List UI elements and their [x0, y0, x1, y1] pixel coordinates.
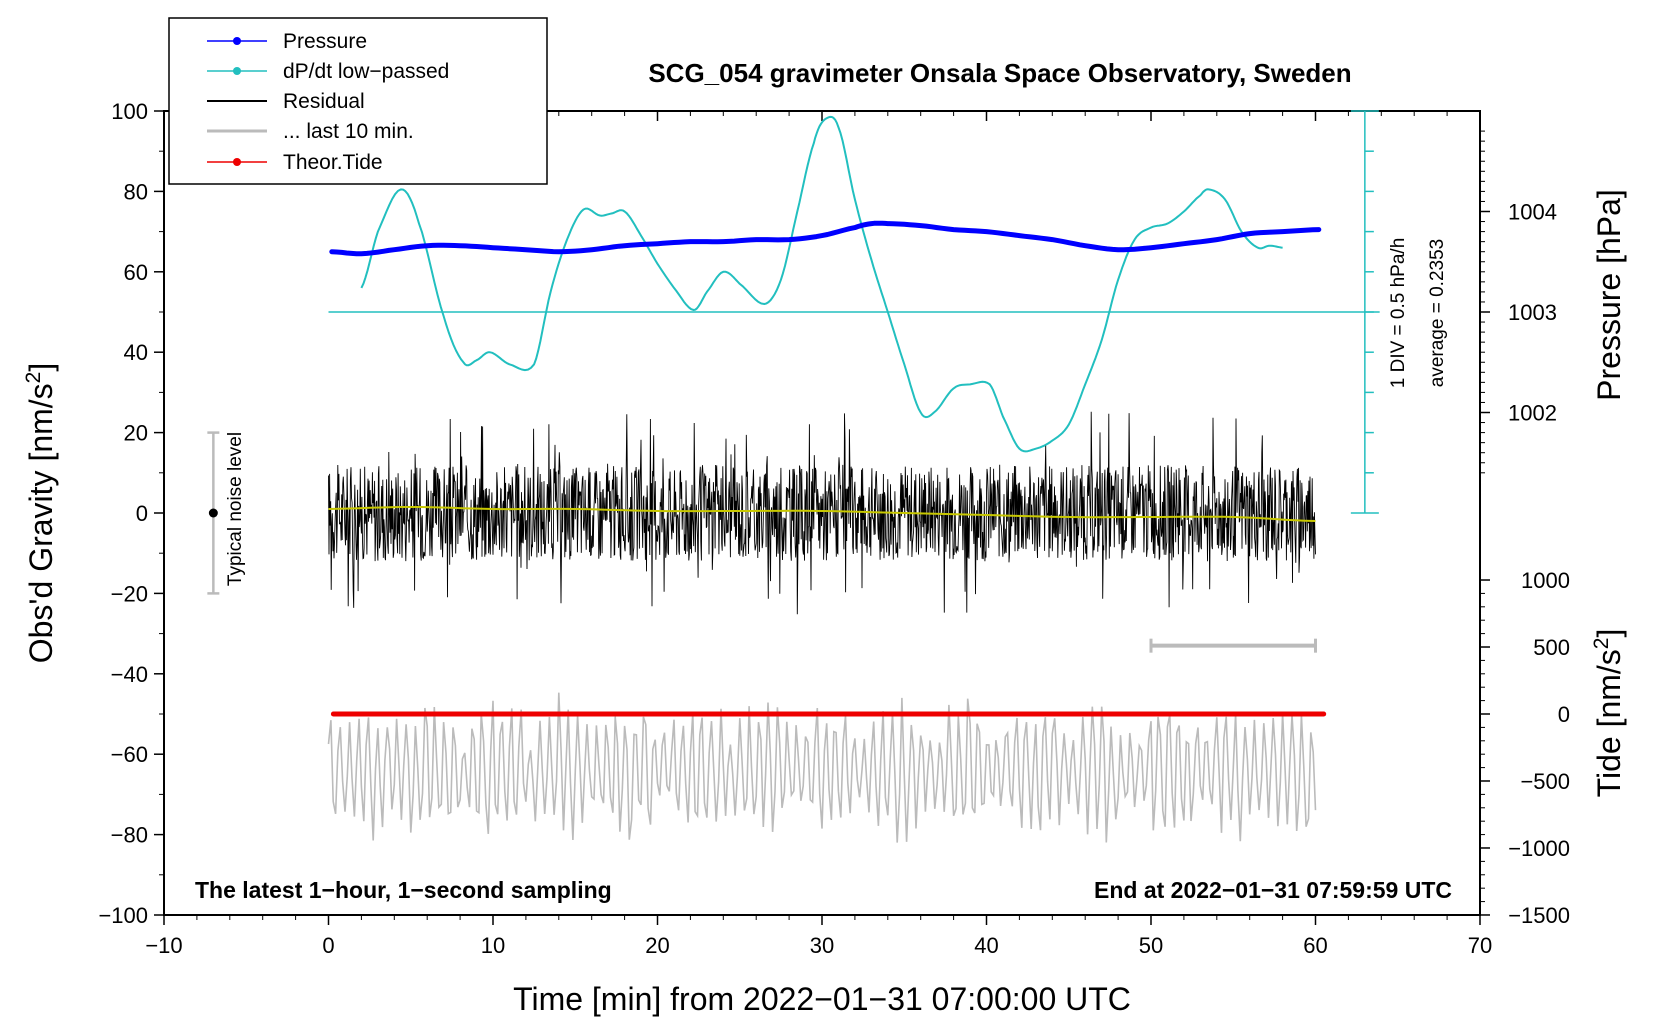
x-tick-label-3: 20 [645, 933, 669, 958]
x-tick-label-8: 70 [1468, 933, 1492, 958]
noise-bar-center-dot [208, 508, 218, 518]
y-tick-label-6: 20 [124, 421, 148, 446]
noise-level-label: Typical noise level [225, 432, 246, 586]
x-tick-label-7: 60 [1303, 933, 1327, 958]
y-axis-ticks: −100 −80 −60 −40 −20 0 20 40 60 80 100 [98, 99, 164, 928]
tide-tick-label-1: −1000 [1508, 836, 1570, 861]
y-tick-label-9: 80 [124, 179, 148, 204]
tide-tick-label-2: −500 [1520, 769, 1570, 794]
y-tick-label-5: 0 [136, 501, 148, 526]
pressure-tick-label-0: 1002 [1508, 401, 1557, 426]
x-axis-title: Time [min] from 2022−01−31 07:00:00 UTC [513, 981, 1131, 1017]
legend-marker-tide [233, 158, 241, 166]
x-tick-label-0: −10 [145, 933, 182, 958]
chart-title: SCG_054 gravimeter Onsala Space Observat… [648, 58, 1351, 88]
y-tick-label-3: −40 [111, 662, 148, 687]
y-axis-title: Obs'd Gravity [nm/s2] [22, 363, 59, 664]
legend-label-dpdt: dP/dt low−passed [283, 60, 449, 83]
tide-tick-label-4: 500 [1533, 635, 1570, 660]
legend-label-pressure: Pressure [283, 30, 367, 53]
y-tick-label-7: 40 [124, 340, 148, 365]
legend-label-residual: Residual [283, 90, 365, 113]
series-layer [327, 115, 1327, 843]
x-axis-ticks: −10 0 10 20 30 40 50 60 70 [145, 111, 1492, 958]
tide-axis-title-main: Tide [nm/s [1591, 649, 1627, 797]
series-residual [328, 411, 1316, 615]
tide-tick-label-5: 1000 [1521, 568, 1570, 593]
y-tick-label-1: −80 [111, 823, 148, 848]
y-tick-label-4: −20 [111, 581, 148, 606]
series-last-10-min [327, 692, 1317, 843]
tide-axis-title-sup: 2 [1590, 638, 1613, 650]
y-tick-label-2: −60 [111, 742, 148, 767]
y-tick-label-8: 60 [124, 260, 148, 285]
tide-tick-label-3: 0 [1558, 702, 1570, 727]
legend-marker-dpdt [233, 67, 241, 75]
footer-right-label: End at 2022−01−31 07:59:59 UTC [1094, 877, 1452, 903]
legend-marker-pressure [233, 37, 241, 45]
x-tick-label-4: 30 [810, 933, 834, 958]
x-tick-label-1: 0 [322, 933, 334, 958]
pressure-axis-title: Pressure [hPa] [1591, 189, 1627, 401]
series-pressure [329, 220, 1322, 257]
y-axis-title-close: ] [23, 363, 59, 372]
tide-axis-title: Tide [nm/s2] [1590, 629, 1627, 798]
x-tick-label-2: 10 [481, 933, 505, 958]
series-dpdt [360, 115, 1283, 453]
y-axis-title-sup: 2 [22, 372, 45, 384]
y-axis-title-main: Obs'd Gravity [nm/s [23, 383, 59, 663]
footer-left-label: The latest 1−hour, 1−second sampling [195, 877, 612, 903]
right-axis-ticks: 1002 1003 1004 −1500 −1000 −500 0 500 1000 [1480, 130, 1570, 928]
legend-label-last10: ... last 10 min. [283, 120, 414, 143]
legend: Pressure dP/dt low−passed Residual ... l… [168, 17, 548, 185]
y-tick-label-0: −100 [98, 903, 148, 928]
dpdt-average-label: average = 0.2353 [1427, 239, 1448, 387]
y-tick-label-10: 100 [111, 99, 148, 124]
dpdt-div-label: 1 DIV = 0.5 hPa/h [1388, 238, 1409, 389]
annotation-layer [207, 110, 1380, 653]
pressure-tick-label-2: 1004 [1508, 200, 1557, 225]
series-residual-mean [328, 506, 1316, 522]
tide-axis-title-close: ] [1591, 629, 1627, 638]
tide-tick-label-0: −1500 [1508, 903, 1570, 928]
x-tick-label-6: 50 [1139, 933, 1163, 958]
x-tick-label-5: 40 [974, 933, 998, 958]
pressure-tick-label-1: 1003 [1508, 300, 1557, 325]
legend-label-tide: Theor.Tide [283, 151, 383, 174]
